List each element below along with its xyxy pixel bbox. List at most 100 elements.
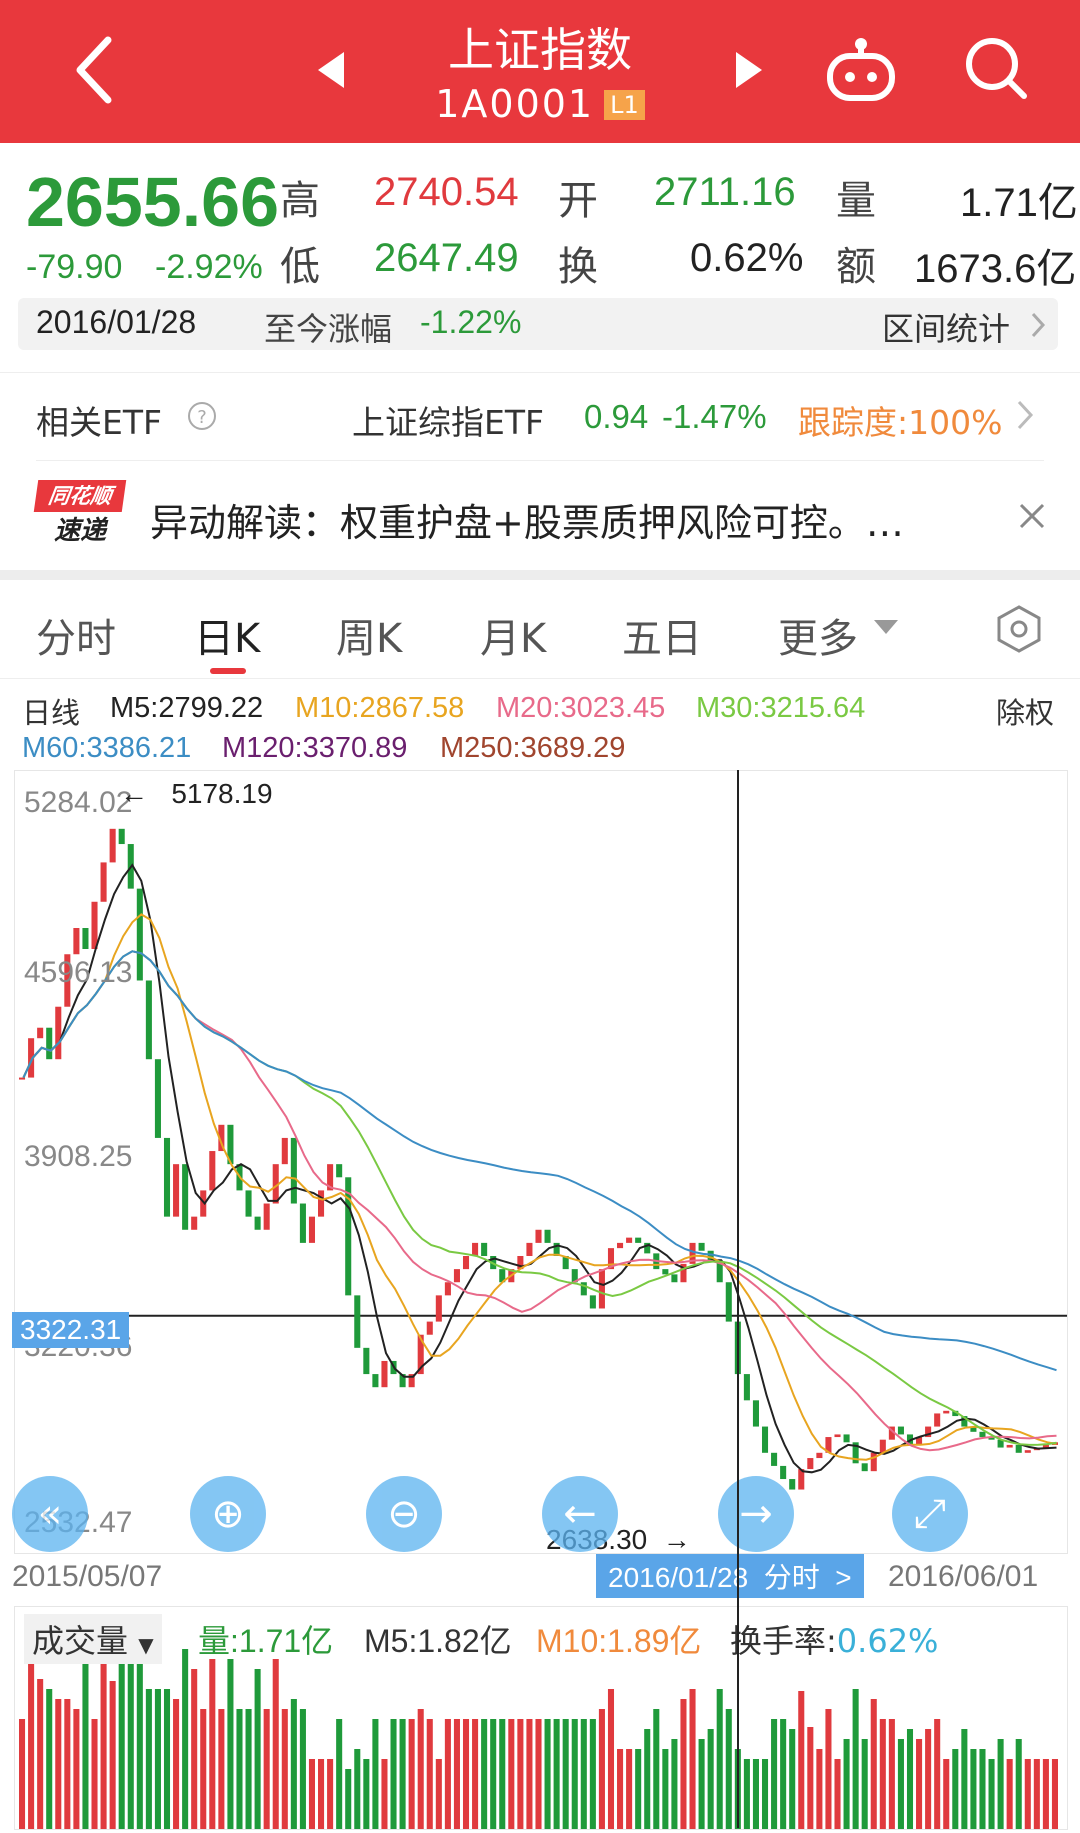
cursor-date-button[interactable]: 2016/01/28 分时 > [596, 1554, 864, 1598]
volume-bar [934, 1719, 941, 1829]
kline-chart[interactable] [14, 770, 1068, 1554]
candle [272, 1164, 279, 1204]
question-circle-icon[interactable]: ? [186, 400, 218, 432]
candle [780, 1465, 787, 1480]
triangle-right-icon[interactable] [734, 52, 762, 88]
chevron-left-icon[interactable] [74, 36, 114, 104]
etf-label: 相关ETF [36, 403, 162, 442]
volume-bar [209, 1659, 216, 1829]
candle [145, 980, 152, 1060]
volume-bar [961, 1729, 968, 1829]
range-date: 2016/01/28 [36, 304, 197, 340]
candle [807, 1458, 814, 1470]
level-badge: L1 [604, 90, 645, 120]
candle [399, 1374, 406, 1388]
x-start-label: 2015/05/07 [12, 1560, 163, 1593]
volume-selector[interactable]: 成交量 ▼ [24, 1614, 162, 1664]
zoom-in-icon[interactable]: ⊕ [190, 1476, 266, 1552]
candle [1006, 1444, 1013, 1448]
volume-bar [607, 1689, 615, 1829]
expand-icon[interactable]: ⤢ [892, 1476, 968, 1552]
candle [761, 1426, 769, 1453]
tab-daily-k[interactable]: 日K [194, 616, 261, 662]
tab-fenshi[interactable]: 分时 [36, 616, 116, 662]
y-tick-2: 4596.13 [24, 956, 133, 989]
etf-chevron-right-icon[interactable] [1016, 400, 1034, 430]
volume-bar [46, 1689, 53, 1829]
candle [562, 1256, 569, 1270]
y-tick-3: 3908.25 [24, 1140, 133, 1173]
volume-bar [780, 1719, 787, 1829]
adjust-toggle[interactable]: 除权 [996, 698, 1055, 730]
volume-bar [444, 1719, 451, 1829]
section-separator [0, 570, 1080, 580]
volume-bar [970, 1749, 977, 1829]
candle [37, 1027, 44, 1039]
scroll-right-icon[interactable]: → [718, 1476, 794, 1552]
candle [64, 954, 71, 1007]
volume-bar [163, 1689, 171, 1829]
ma-period: 日线 [22, 698, 81, 730]
y-tick-1: 5284.02 [24, 786, 133, 819]
volume-bar [91, 1719, 98, 1829]
candle [544, 1229, 551, 1243]
volume-bar [245, 1709, 252, 1829]
candle [182, 1164, 189, 1230]
volume-bar [363, 1759, 370, 1829]
tab-weekly-k[interactable]: 周K [336, 616, 403, 662]
volume-bar [372, 1719, 379, 1829]
volume-bar [680, 1699, 687, 1829]
volume-bar [73, 1709, 80, 1829]
candle [209, 1151, 216, 1191]
candle [553, 1242, 560, 1257]
close-icon[interactable] [1018, 502, 1046, 530]
volume-bar [517, 1719, 524, 1829]
volume-bar [236, 1709, 243, 1829]
search-icon[interactable] [964, 36, 1030, 102]
high-label: 高 [280, 178, 320, 224]
candle [154, 1059, 161, 1138]
candle [988, 1437, 995, 1440]
stats-link[interactable]: 区间统计 [882, 310, 1011, 348]
volume-bar [308, 1759, 316, 1829]
news-text[interactable]: 异动解读：权重护盘+股票质押风险可控。… [150, 501, 904, 545]
volume-bar [535, 1719, 542, 1829]
range-bar[interactable]: 2016/01/28 至今涨幅 -1.22% 区间统计 [18, 298, 1058, 350]
zoom-out-icon[interactable]: ⊖ [366, 1476, 442, 1552]
news-logo-bottom: 速递 [53, 516, 106, 546]
robot-icon[interactable] [826, 36, 896, 102]
hexagon-settings-icon[interactable] [994, 604, 1044, 654]
candle [227, 1124, 234, 1165]
candle [816, 1452, 823, 1459]
volume-svg [19, 1639, 1058, 1829]
tab-five-day[interactable]: 五日 [622, 616, 702, 662]
ma60-value: M60:3386.21 [22, 732, 192, 764]
volume-bar [290, 1699, 297, 1829]
tab-more[interactable]: 更多 [778, 616, 858, 662]
rewind-icon[interactable]: « [12, 1476, 88, 1552]
caret-down-icon[interactable] [874, 618, 898, 636]
volume-bar [716, 1689, 723, 1829]
volume-value: 量:1.71亿 [198, 1623, 334, 1659]
tab-monthly-k[interactable]: 月K [480, 616, 547, 662]
stock-code-text: 1A0001 [435, 82, 595, 126]
candle [925, 1426, 932, 1438]
scroll-left-icon[interactable]: ← [542, 1476, 618, 1552]
volume-bar [743, 1759, 750, 1829]
candle [417, 1334, 424, 1375]
volume-bar [544, 1719, 551, 1829]
volume-bar [100, 1659, 107, 1829]
triangle-left-icon[interactable] [318, 52, 346, 88]
candle [997, 1439, 1004, 1448]
candle [671, 1274, 678, 1283]
etf-pct: -1.47% [662, 398, 767, 435]
high-value: 2740.54 [374, 170, 519, 214]
etf-name[interactable]: 上证综指ETF [352, 403, 544, 442]
volume-bar [336, 1719, 343, 1829]
candle [336, 1164, 343, 1178]
volume-bar [281, 1709, 288, 1829]
candle [118, 828, 125, 845]
candle [743, 1374, 750, 1401]
volume-bar [526, 1719, 533, 1829]
volume-bar [789, 1729, 796, 1829]
